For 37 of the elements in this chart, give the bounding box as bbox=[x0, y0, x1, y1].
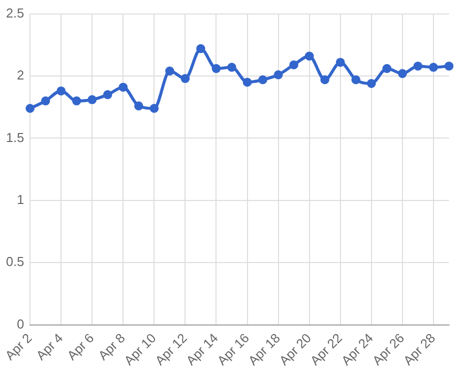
point bbox=[26, 104, 35, 113]
point bbox=[88, 95, 97, 104]
x-tick-label: Apr 6 bbox=[64, 330, 97, 364]
point bbox=[134, 101, 144, 110]
point bbox=[382, 64, 392, 74]
point bbox=[212, 64, 221, 74]
point bbox=[227, 62, 236, 72]
x-tick-label: Apr 2 bbox=[2, 330, 35, 364]
point bbox=[150, 104, 159, 113]
point bbox=[72, 96, 82, 106]
point bbox=[304, 52, 314, 61]
y-tick-label: 0 bbox=[16, 316, 24, 332]
y-tick-label: 2 bbox=[16, 68, 24, 83]
point bbox=[274, 70, 283, 80]
point bbox=[366, 78, 376, 88]
y-tick-label: 1 bbox=[16, 192, 24, 208]
point bbox=[336, 58, 345, 67]
point bbox=[56, 86, 66, 96]
point bbox=[118, 82, 128, 92]
y-tick-label: 0.5 bbox=[6, 254, 24, 270]
point bbox=[165, 66, 174, 76]
point bbox=[103, 90, 112, 100]
point bbox=[413, 62, 422, 71]
point bbox=[351, 75, 360, 84]
point bbox=[428, 62, 438, 72]
point bbox=[398, 69, 407, 78]
y-tick-label: 1.5 bbox=[6, 130, 24, 145]
point bbox=[41, 96, 50, 106]
point bbox=[258, 75, 268, 84]
x-tick-label: Apr 4 bbox=[33, 330, 66, 364]
point bbox=[196, 44, 206, 54]
point bbox=[444, 62, 454, 71]
y-tick-label: 2.5 bbox=[6, 5, 24, 20]
point bbox=[242, 78, 252, 87]
point bbox=[180, 74, 190, 84]
point bbox=[320, 75, 330, 84]
point bbox=[289, 60, 298, 70]
